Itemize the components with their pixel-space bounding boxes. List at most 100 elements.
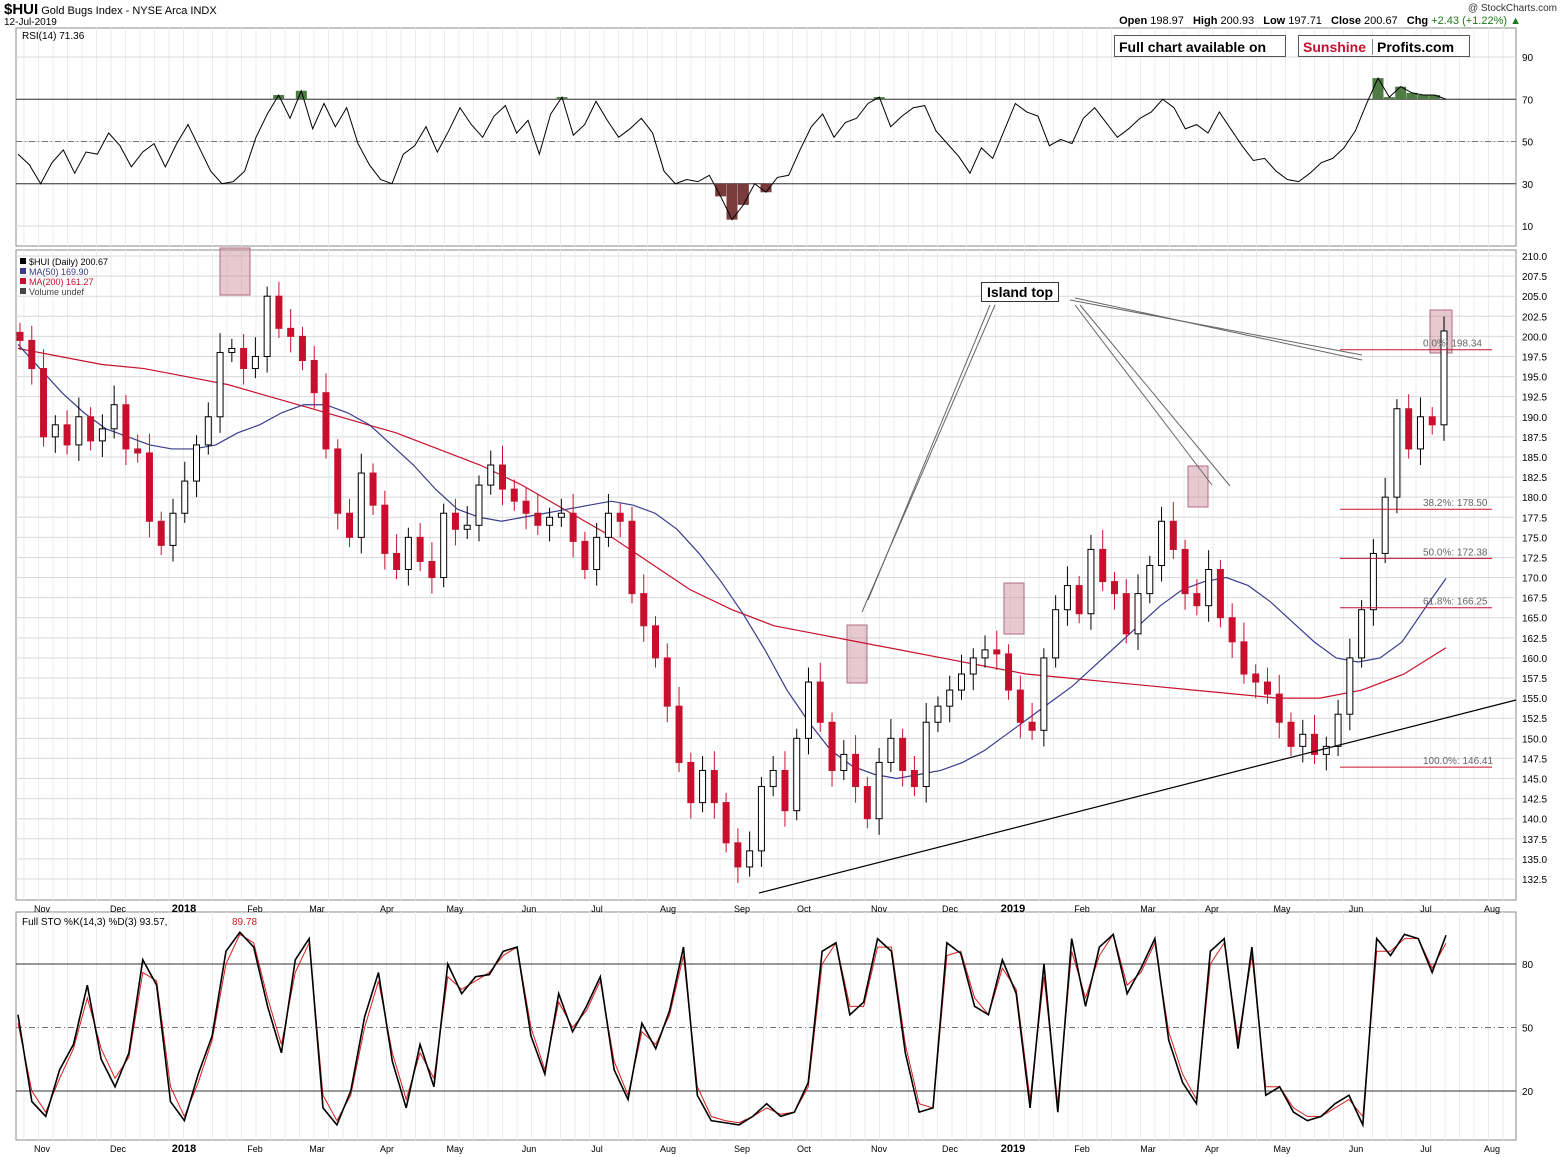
callout-line xyxy=(1074,304,1213,486)
candle-body xyxy=(1287,721,1295,747)
price-tick-label: 207.5 xyxy=(1522,272,1547,283)
price-tick-label: 185.0 xyxy=(1522,453,1547,464)
highlight-box xyxy=(846,624,868,684)
x-tick-label: May xyxy=(1273,904,1291,914)
candle-body xyxy=(440,512,448,579)
x-tick-label: 2019 xyxy=(1001,903,1025,915)
candle-body xyxy=(1393,408,1401,498)
candle-body xyxy=(1311,733,1319,755)
price-tick-label: 195.0 xyxy=(1522,373,1547,384)
callout-line xyxy=(867,304,991,601)
candle-body xyxy=(169,512,177,546)
candle-body xyxy=(310,360,318,394)
candle-body xyxy=(463,524,471,530)
candle-body xyxy=(1416,416,1424,450)
up-arrow-icon: ▲ xyxy=(1510,15,1521,27)
callout-line xyxy=(1079,304,1231,487)
chart-date: 12-Jul-2019 xyxy=(4,17,57,28)
price-tick-label: 147.5 xyxy=(1522,754,1547,765)
x-tick-label: Apr xyxy=(380,904,394,914)
candle-body xyxy=(1063,585,1071,611)
x-tick-label: Aug xyxy=(1484,904,1500,914)
x-tick-label-bottom: Nov xyxy=(871,1144,888,1154)
price-tick-label: 135.0 xyxy=(1522,855,1547,866)
candle-body xyxy=(322,392,330,450)
candle-body xyxy=(16,331,24,341)
close-value: 200.67 xyxy=(1364,15,1398,27)
candle-body xyxy=(746,850,754,868)
candle-body xyxy=(122,404,130,450)
candle-body xyxy=(98,428,106,442)
x-tick-label: Jun xyxy=(1349,904,1364,914)
ad-brand[interactable]: Sunshine Profits.com xyxy=(1298,35,1470,57)
candle-body xyxy=(428,560,436,579)
x-tick-label: Oct xyxy=(797,904,812,914)
legend-swatch xyxy=(20,278,26,284)
candle-body xyxy=(922,721,930,788)
legend-swatch xyxy=(20,288,26,294)
x-tick-label-bottom: Jul xyxy=(591,1144,603,1154)
candle-body xyxy=(87,416,95,442)
candle-body xyxy=(134,448,142,454)
candle-body xyxy=(734,842,742,868)
price-tick-label: 175.0 xyxy=(1522,533,1547,544)
price-tick-label: 190.0 xyxy=(1522,413,1547,424)
callout-line xyxy=(1074,297,1363,361)
candle-body xyxy=(475,484,483,526)
candle-body xyxy=(1381,496,1389,554)
chg-value: +2.43 (+1.22%) xyxy=(1431,15,1508,27)
x-tick-label: Sep xyxy=(734,904,750,914)
price-tick-label: 167.5 xyxy=(1522,594,1547,605)
candle-body xyxy=(1016,689,1024,723)
candle-body xyxy=(1228,617,1236,643)
candle-body xyxy=(346,512,354,538)
candle-body xyxy=(393,552,401,571)
candle-body xyxy=(1110,581,1118,595)
candle-body xyxy=(381,504,389,554)
x-tick-label-bottom: Nov xyxy=(34,1144,51,1154)
fib-label: 38.2%: 178.50 xyxy=(1423,498,1488,509)
x-tick-label-bottom: 2018 xyxy=(172,1143,196,1155)
price-legend-item: $HUI (Daily) 200.67 xyxy=(29,257,108,267)
candle-body xyxy=(1005,653,1013,691)
x-tick-label: Jul xyxy=(1420,904,1432,914)
price-tick-label: 142.5 xyxy=(1522,795,1547,806)
price-tick-label: 177.5 xyxy=(1522,513,1547,524)
candle-body xyxy=(181,480,189,514)
candle-body xyxy=(863,786,871,820)
index-name: Gold Bugs Index - NYSE Arca INDX xyxy=(41,5,217,17)
candle-body xyxy=(1040,657,1048,731)
candle-body xyxy=(1369,552,1377,611)
price-legend-item: MA(50) 169.90 xyxy=(29,267,89,277)
candle-body xyxy=(404,536,412,571)
candle-body xyxy=(816,681,824,723)
candle-body xyxy=(275,295,283,329)
ohlc-readout: Open 198.97 High 200.93 Low 197.71 Close… xyxy=(1113,15,1521,27)
x-tick-label-bottom: Dec xyxy=(110,1144,127,1154)
price-tick-label: 132.5 xyxy=(1522,875,1547,886)
price-panel-frame xyxy=(15,249,1517,901)
price-tick-label: 205.0 xyxy=(1522,292,1547,303)
candle-body xyxy=(157,520,165,546)
x-tick-label-bottom: Mar xyxy=(309,1144,325,1154)
candle-body xyxy=(793,737,801,812)
trendline xyxy=(758,699,1517,894)
x-tick-label-bottom: May xyxy=(1273,1144,1291,1154)
candle-body xyxy=(675,705,683,763)
x-tick-label: Mar xyxy=(309,904,325,914)
island-top-annotation: Island top xyxy=(981,282,1060,302)
price-tick-label: 165.0 xyxy=(1522,614,1547,625)
candle-body xyxy=(1405,408,1413,450)
x-tick-label-bottom: Aug xyxy=(660,1144,676,1154)
candle-body xyxy=(298,335,306,362)
open-label: Open xyxy=(1119,15,1148,27)
x-tick-label: Nov xyxy=(34,904,51,914)
candle-body xyxy=(1428,416,1436,426)
candle-body xyxy=(1158,520,1166,566)
candle-body xyxy=(899,737,907,771)
candle-body xyxy=(910,769,918,788)
rsi-tick-label: 30 xyxy=(1522,180,1534,191)
rsi-tick-label: 70 xyxy=(1522,95,1534,106)
x-tick-label-bottom: Dec xyxy=(942,1144,959,1154)
